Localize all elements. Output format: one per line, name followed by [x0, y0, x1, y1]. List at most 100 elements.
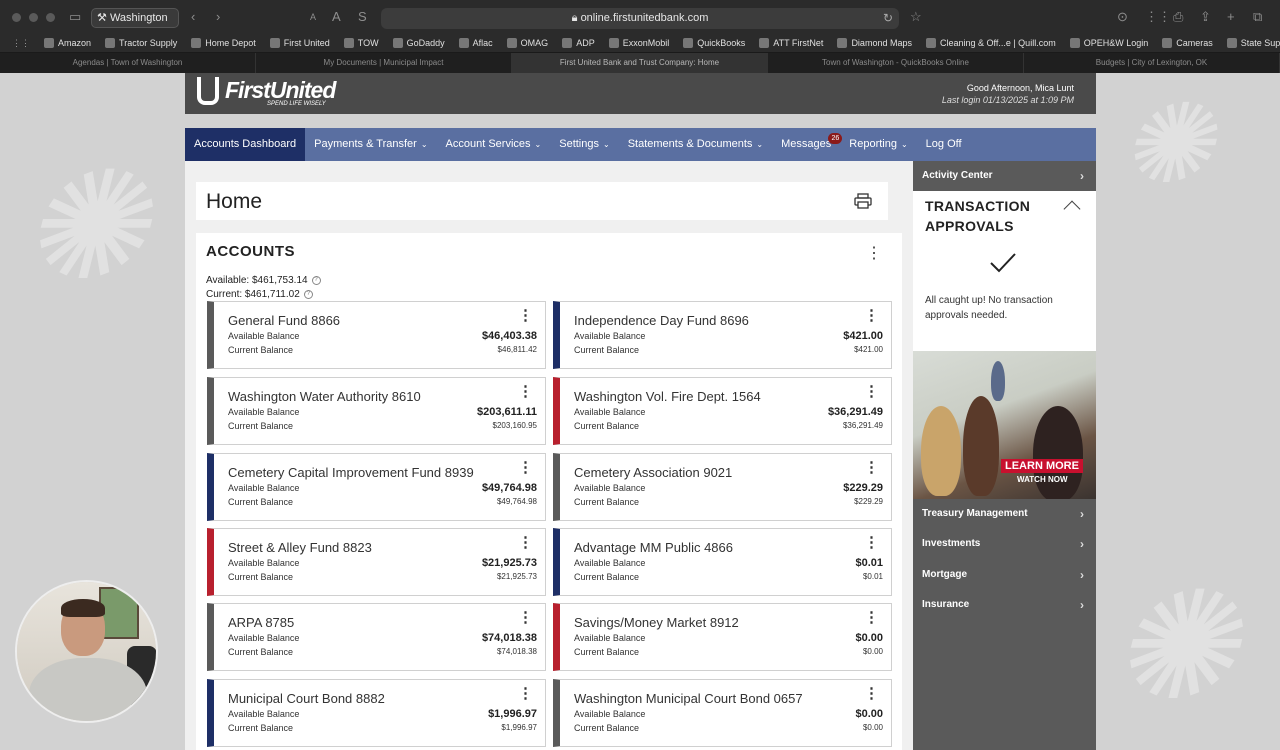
- account-more-icon[interactable]: ⋮: [864, 534, 879, 551]
- bookmark-item[interactable]: ATT FirstNet: [759, 38, 823, 48]
- bookmark-item[interactable]: ADP: [562, 38, 595, 48]
- account-tile[interactable]: Washington Municipal Court Bond 0657 Ava…: [553, 679, 892, 747]
- profile-button[interactable]: ⚒ Washington: [91, 8, 179, 28]
- print-icon[interactable]: [854, 193, 872, 209]
- bookmark-apps-icon[interactable]: ⋮⋮: [12, 37, 30, 48]
- nav-messages[interactable]: Messages 26: [772, 128, 843, 161]
- browser-tab[interactable]: Budgets | City of Lexington, OK: [1024, 53, 1280, 73]
- bookmark-item[interactable]: ExxonMobil: [608, 38, 669, 48]
- account-more-icon[interactable]: ⋮: [864, 685, 879, 702]
- account-tile[interactable]: Cemetery Capital Improvement Fund 8939 A…: [207, 453, 546, 521]
- bank-logo[interactable]: FirstUnited SPEND LIFE WISELY: [197, 77, 336, 107]
- bookmark-item[interactable]: Amazon: [44, 38, 91, 48]
- account-name: Savings/Money Market 8912: [574, 615, 739, 630]
- back-icon[interactable]: ‹: [191, 9, 196, 24]
- account-name: General Fund 8866: [228, 313, 341, 328]
- bookmark-item[interactable]: Cameras: [1162, 38, 1213, 48]
- bookmark-item[interactable]: Cleaning & Off...e | Quill.com: [925, 38, 1056, 48]
- activity-center-label: Activity Center: [922, 170, 993, 181]
- nav-reporting[interactable]: Reporting ⌄: [840, 128, 916, 161]
- bookmark-item[interactable]: Tractor Supply: [105, 38, 177, 48]
- browser-tab[interactable]: Agendas | Town of Washington: [0, 53, 256, 73]
- help-icon[interactable]: ?: [311, 275, 321, 285]
- account-name: Municipal Court Bond 8882: [228, 691, 385, 706]
- nav-log-off[interactable]: Log Off: [917, 128, 971, 161]
- tab-overview-icon[interactable]: ⧉: [1253, 9, 1263, 24]
- nav-statements-documents[interactable]: Statements & Documents ⌄: [619, 128, 772, 161]
- bookmark-favicon: [1162, 38, 1173, 48]
- current-balance-value: $421.00: [854, 345, 883, 354]
- activity-center-link[interactable]: Activity Center ›: [913, 161, 1096, 191]
- address-bar[interactable]: 🔒︎ online.firstunitedbank.com ↻: [381, 8, 899, 29]
- promo-banner[interactable]: LEARN MORE WATCH NOW: [913, 351, 1096, 499]
- bookmark-item[interactable]: OPEH&W Login: [1069, 38, 1148, 48]
- bookmark-item[interactable]: OMAG: [506, 38, 548, 48]
- sidebar-link-insurance[interactable]: Insurance ›: [913, 590, 1096, 620]
- nav-account-services[interactable]: Account Services ⌄: [437, 128, 551, 161]
- apps-grid-icon[interactable]: ⋮⋮: [1145, 9, 1171, 24]
- account-tile[interactable]: Savings/Money Market 8912 Available Bala…: [553, 603, 892, 671]
- download-icon[interactable]: ⊙: [1117, 9, 1128, 24]
- print-browser-icon[interactable]: ⎙: [1173, 9, 1184, 24]
- bookmark-item[interactable]: Home Depot: [191, 38, 256, 48]
- nav-settings[interactable]: Settings ⌄: [550, 128, 618, 161]
- account-more-icon[interactable]: ⋮: [518, 609, 533, 626]
- nav-accounts-dashboard[interactable]: Accounts Dashboard: [185, 128, 306, 161]
- browser-tab-active[interactable]: First United Bank and Trust Company: Hom…: [512, 53, 768, 73]
- minimize-window-button[interactable]: [29, 13, 38, 22]
- bookmark-item[interactable]: TOW: [343, 38, 379, 48]
- account-more-icon[interactable]: ⋮: [518, 685, 533, 702]
- account-more-icon[interactable]: ⋮: [518, 459, 533, 476]
- sidebar-link-mortgage[interactable]: Mortgage ›: [913, 560, 1096, 590]
- account-tile[interactable]: General Fund 8866 Available Balance Curr…: [207, 301, 546, 369]
- more-options-icon[interactable]: ⋮: [866, 245, 882, 262]
- account-tile[interactable]: Cemetery Association 9021 Available Bala…: [553, 453, 892, 521]
- reload-icon[interactable]: ↻: [882, 11, 893, 25]
- account-name: Cemetery Association 9021: [574, 465, 733, 480]
- accounts-card: ACCOUNTS ⋮ Available: $461,753.14? Curre…: [196, 233, 902, 750]
- extension-icon[interactable]: S: [358, 9, 367, 24]
- collapse-chevron-icon[interactable]: [1063, 200, 1081, 218]
- browser-tab[interactable]: My Documents | Municipal Impact: [256, 53, 512, 73]
- approvals-message: All caught up! No transaction approvals …: [925, 295, 1053, 321]
- nav-label: Statements & Documents: [627, 138, 753, 150]
- text-larger-icon[interactable]: A: [332, 9, 341, 24]
- bookmark-item[interactable]: GoDaddy: [392, 38, 445, 48]
- account-more-icon[interactable]: ⋮: [518, 383, 533, 400]
- account-tile[interactable]: Washington Water Authority 8610 Availabl…: [207, 377, 546, 445]
- account-tile[interactable]: ARPA 8785 Available Balance Current Bala…: [207, 603, 546, 671]
- account-more-icon[interactable]: ⋮: [518, 307, 533, 324]
- account-tile[interactable]: Independence Day Fund 8696 Available Bal…: [553, 301, 892, 369]
- account-more-icon[interactable]: ⋮: [864, 383, 879, 400]
- nav-payments-transfer[interactable]: Payments & Transfer ⌄: [305, 128, 436, 161]
- star-icon[interactable]: ☆: [910, 9, 922, 24]
- new-tab-icon[interactable]: +: [1227, 9, 1235, 24]
- close-window-button[interactable]: [12, 13, 21, 22]
- window-controls: [12, 13, 55, 22]
- bookmark-item[interactable]: State Supplier Portal: [1226, 38, 1280, 48]
- account-tile[interactable]: Washington Vol. Fire Dept. 1564 Availabl…: [553, 377, 892, 445]
- forward-icon[interactable]: ›: [216, 9, 221, 24]
- browser-tab[interactable]: Town of Washington - QuickBooks Online: [768, 53, 1024, 73]
- help-icon[interactable]: ?: [303, 289, 313, 299]
- account-more-icon[interactable]: ⋮: [518, 534, 533, 551]
- bookmark-item[interactable]: Aflac: [458, 38, 493, 48]
- text-smaller-icon[interactable]: A: [310, 12, 317, 22]
- sidebar-link-investments[interactable]: Investments ›: [913, 529, 1096, 559]
- account-tile[interactable]: Advantage MM Public 4866 Available Balan…: [553, 528, 892, 596]
- background-ornament: ✺: [1120, 80, 1213, 208]
- share-icon[interactable]: ⇪: [1200, 9, 1211, 24]
- sidebar-link-treasury-management[interactable]: Treasury Management ›: [913, 499, 1096, 529]
- bookmark-item[interactable]: QuickBooks: [683, 38, 745, 48]
- account-tile[interactable]: Street & Alley Fund 8823 Available Balan…: [207, 528, 546, 596]
- webcam-person-hair: [61, 599, 105, 617]
- zoom-window-button[interactable]: [46, 13, 55, 22]
- account-more-icon[interactable]: ⋮: [864, 307, 879, 324]
- bookmark-item[interactable]: Diamond Maps: [837, 38, 912, 48]
- bookmark-item[interactable]: First United: [269, 38, 330, 48]
- sidebar-toggle-icon[interactable]: ▭: [69, 9, 82, 24]
- account-more-icon[interactable]: ⋮: [864, 459, 879, 476]
- account-more-icon[interactable]: ⋮: [864, 609, 879, 626]
- account-tile[interactable]: Municipal Court Bond 8882 Available Bala…: [207, 679, 546, 747]
- current-balance-value: $1,996.97: [501, 723, 537, 732]
